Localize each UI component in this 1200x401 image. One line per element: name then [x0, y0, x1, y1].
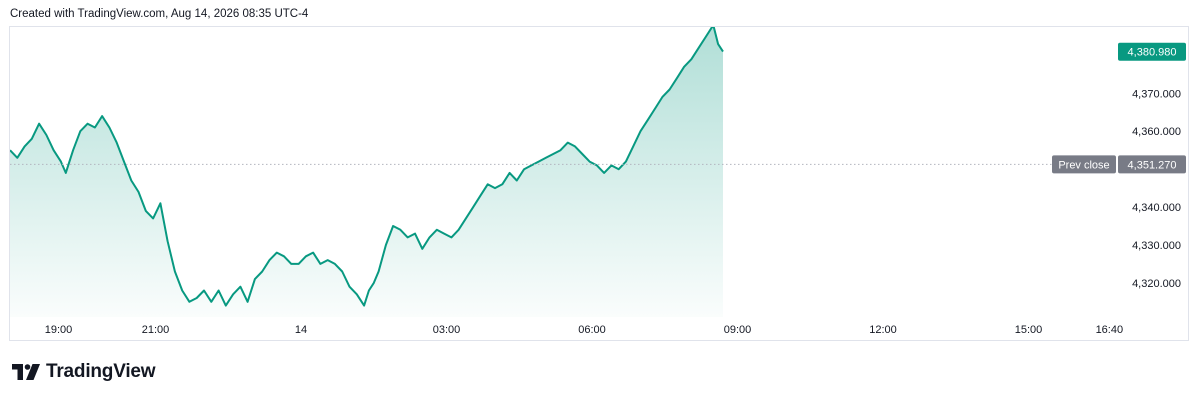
x-tick-label: 21:00: [142, 324, 170, 336]
tradingview-logo-icon: [12, 364, 40, 380]
y-tick-label: 4,370.000: [1132, 88, 1181, 100]
chart-header: Created with TradingView.com, Aug 14, 20…: [10, 8, 309, 20]
y-tick-label: 4,320.000: [1132, 278, 1181, 290]
prev-close-value-badge: [1118, 155, 1186, 174]
x-tick-label: 09:00: [724, 324, 752, 336]
price-area-fill: [10, 27, 723, 317]
x-tick-label: 14: [295, 324, 307, 336]
y-tick-label: 4,360.000: [1132, 126, 1181, 138]
x-tick-label: 16:40: [1096, 324, 1124, 336]
last-price-label: 4,380.980: [1128, 47, 1177, 59]
x-tick-label: 15:00: [1015, 324, 1043, 336]
y-tick-label: 4,340.000: [1132, 202, 1181, 214]
last-price-badge: [1118, 42, 1186, 61]
x-tick-label: 03:00: [433, 324, 461, 336]
x-tick-label: 12:00: [869, 324, 897, 336]
prev-close-title-badge: [1052, 155, 1116, 174]
price-line[interactable]: [10, 25, 724, 307]
prev-close-title: Prev close: [1058, 159, 1109, 171]
tradingview-logo[interactable]: TradingView: [12, 360, 156, 384]
brand-name: TradingView: [46, 361, 156, 382]
prev-close-value: 4,351.270: [1128, 159, 1177, 171]
x-tick-label: 19:00: [45, 324, 73, 336]
y-tick-label: 4,330.000: [1132, 240, 1181, 252]
x-tick-label: 06:00: [578, 324, 606, 336]
